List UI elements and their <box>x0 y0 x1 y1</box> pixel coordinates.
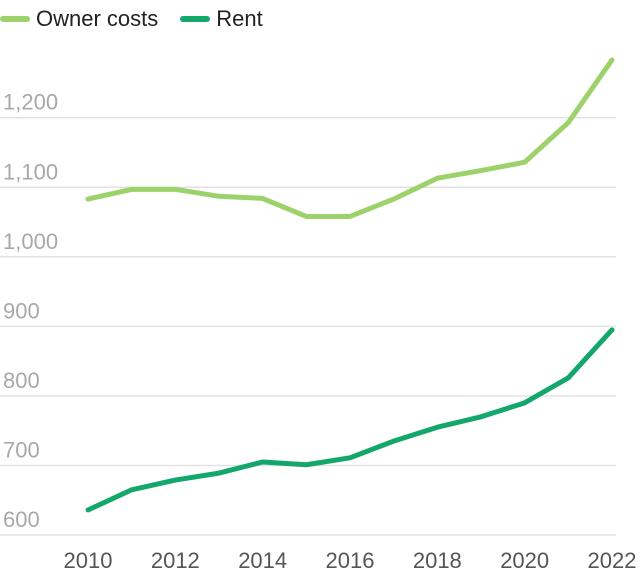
series-line-owner-costs <box>85 57 615 219</box>
x-tick-label: 2022 <box>588 548 637 573</box>
y-tick-label: 800 <box>3 368 40 393</box>
x-tick-label: 2018 <box>413 548 462 573</box>
legend-item-rent: Rent <box>180 6 263 32</box>
y-tick-label: 1,000 <box>3 229 58 254</box>
y-tick-label: 700 <box>3 437 40 462</box>
x-tick-label: 2014 <box>238 548 287 573</box>
legend-swatch-owner-costs <box>0 16 30 22</box>
series-line-rent <box>85 327 615 513</box>
x-tick-label: 2010 <box>64 548 113 573</box>
y-tick-label: 900 <box>3 298 40 323</box>
y-tick-label: 1,200 <box>3 90 58 115</box>
legend-item-owner-costs: Owner costs <box>0 6 158 32</box>
x-tick-label: 2020 <box>500 548 549 573</box>
x-tick-label: 2012 <box>151 548 200 573</box>
y-tick-label: 1,100 <box>3 159 58 184</box>
y-tick-label: 600 <box>3 507 40 532</box>
legend-swatch-rent <box>180 16 211 22</box>
legend-label-rent: Rent <box>216 6 263 31</box>
x-tick-label: 2016 <box>326 548 375 573</box>
legend-label-owner-costs: Owner costs <box>36 6 159 31</box>
legend: Owner costs Rent <box>0 6 285 32</box>
